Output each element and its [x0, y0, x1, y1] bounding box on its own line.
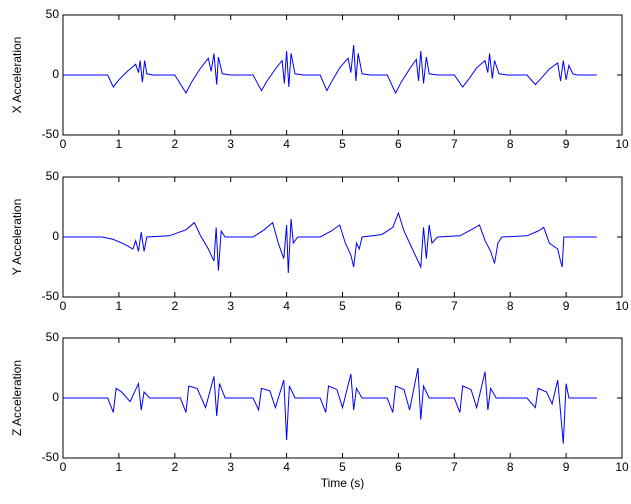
x-tick-label: 10: [615, 137, 629, 151]
signal-line: [63, 367, 597, 444]
x-tick-label: 2: [171, 137, 178, 151]
x-tick-label: 2: [171, 460, 178, 474]
x-axis-label: Time (s): [321, 476, 365, 490]
y-tick-label: 50: [46, 7, 60, 21]
y-tick-label: 0: [52, 67, 59, 81]
y-tick-label: -50: [42, 450, 60, 464]
y-tick-label: 50: [46, 169, 60, 183]
x-tick-label: 3: [227, 299, 234, 313]
x-tick-label: 8: [507, 460, 514, 474]
x-tick-label: 4: [283, 460, 290, 474]
signal-line: [63, 44, 597, 95]
x-tick-label: 1: [116, 299, 123, 313]
axes-box: [62, 337, 623, 459]
x-tick-label: 3: [227, 137, 234, 151]
y-tick-label: 50: [46, 330, 60, 344]
x-tick-label: 1: [116, 460, 123, 474]
x-tick-label: 9: [563, 137, 570, 151]
x-tick-label: 9: [563, 460, 570, 474]
y-axis-label: Y Acceleration: [10, 199, 24, 276]
x-tick-label: 8: [507, 137, 514, 151]
signal-line: [63, 211, 597, 274]
x-tick-label: 7: [451, 299, 458, 313]
x-tick-label: 1: [116, 137, 123, 151]
x-tick-label: 0: [60, 137, 67, 151]
x-tick-label: 3: [227, 460, 234, 474]
x-tick-label: 5: [339, 137, 346, 151]
y-tick-label: 0: [52, 229, 59, 243]
x-tick-label: 2: [171, 299, 178, 313]
y-tick-label: -50: [42, 289, 60, 303]
x-tick-label: 10: [615, 460, 629, 474]
x-tick-label: 7: [451, 460, 458, 474]
x-tick-label: 8: [507, 299, 514, 313]
x-tick-label: 6: [395, 460, 402, 474]
x-tick-label: 5: [339, 460, 346, 474]
y-tick-label: -50: [42, 127, 60, 141]
axes-box: [62, 14, 623, 136]
x-tick-label: 0: [60, 299, 67, 313]
x-tick-label: 5: [339, 299, 346, 313]
x-tick-label: 7: [451, 137, 458, 151]
y-axis-label: X Acceleration: [10, 37, 24, 114]
x-tick-label: 4: [283, 299, 290, 313]
y-axis-label: Z Acceleration: [10, 360, 24, 436]
x-tick-label: 0: [60, 460, 67, 474]
x-tick-label: 6: [395, 137, 402, 151]
y-tick-label: 0: [52, 390, 59, 404]
x-tick-label: 9: [563, 299, 570, 313]
x-tick-label: 10: [615, 299, 629, 313]
x-tick-label: 6: [395, 299, 402, 313]
x-tick-label: 4: [283, 137, 290, 151]
